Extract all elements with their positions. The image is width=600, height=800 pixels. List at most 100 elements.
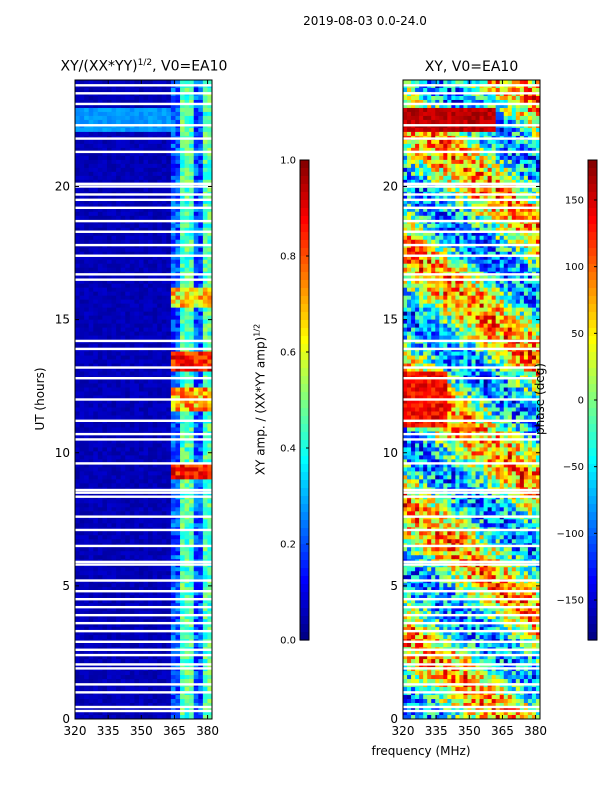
amp-cell — [129, 671, 135, 676]
amp-cell — [207, 295, 213, 301]
phase-cell — [423, 87, 428, 93]
amp-cell — [161, 595, 167, 600]
amp-cell — [175, 267, 181, 273]
amp-cell — [75, 403, 81, 408]
amp-cell — [125, 523, 131, 528]
amp-cell — [184, 131, 190, 137]
amp-cell — [134, 399, 140, 404]
amp-cell — [125, 699, 131, 704]
amp-cell — [175, 279, 181, 285]
amp-cell — [170, 411, 176, 416]
amp-cell — [148, 323, 154, 329]
amp-cell — [207, 607, 213, 612]
amp-cell — [88, 139, 94, 145]
amp-cell — [152, 411, 158, 416]
amp-cell — [88, 159, 94, 165]
amp-cell — [202, 379, 208, 385]
amp-cell — [138, 671, 144, 676]
amp-cell — [198, 423, 204, 428]
amp-cell — [193, 659, 199, 664]
amp-cell — [93, 599, 99, 604]
amp-cell — [161, 435, 167, 440]
amp-cell — [138, 287, 144, 293]
amp-cell — [134, 451, 140, 456]
amp-cell — [79, 547, 85, 552]
amp-cell — [170, 119, 176, 125]
amp-cell — [102, 143, 108, 149]
amp-cell — [125, 259, 131, 265]
amp-cell — [193, 439, 199, 444]
amp-cell — [152, 707, 158, 712]
missing-data-row — [75, 613, 212, 617]
amp-cell — [152, 195, 158, 201]
amp-cell — [75, 203, 81, 209]
amp-cell — [129, 575, 135, 580]
amp-cell — [170, 235, 176, 241]
amp-cell — [120, 599, 126, 604]
amp-cell — [102, 611, 108, 616]
amp-cell — [198, 263, 204, 269]
amp-cell — [106, 283, 113, 289]
amp-cell — [143, 175, 149, 181]
amp-cell — [175, 351, 181, 357]
amp-cell — [134, 355, 140, 361]
amp-cell — [175, 479, 181, 484]
amp-cell — [93, 279, 99, 285]
amp-cell — [111, 415, 117, 420]
amp-cell — [125, 411, 131, 416]
amp-cell — [157, 699, 163, 704]
amp-cell — [75, 715, 81, 720]
amp-cell — [180, 275, 186, 281]
amp-cell — [184, 451, 190, 456]
amp-cell — [166, 615, 172, 620]
amp-cell — [143, 715, 149, 720]
amp-cell — [97, 567, 103, 572]
amp-cell — [88, 80, 94, 85]
amp-cell — [198, 103, 204, 109]
amp-cell — [184, 283, 190, 289]
amp-cell — [138, 95, 144, 101]
amp-cell — [170, 395, 176, 400]
amp-cell — [202, 159, 208, 165]
amp-cell — [84, 575, 90, 580]
amp-cell — [148, 287, 154, 293]
amp-cell — [111, 679, 117, 684]
amp-cell — [198, 211, 204, 217]
amp-cell — [88, 359, 94, 365]
amp-cell — [180, 95, 186, 101]
amp-cell — [106, 687, 113, 692]
amp-cell — [111, 335, 117, 341]
amp-cell — [143, 363, 149, 369]
amp-cell — [143, 275, 149, 281]
amp-cell — [152, 607, 158, 612]
amp-cell — [170, 351, 176, 357]
amp-cell — [75, 711, 81, 716]
amp-cell — [175, 319, 181, 325]
amp-cell — [79, 235, 85, 241]
amp-cell — [202, 519, 208, 524]
amp-cell — [111, 99, 117, 105]
amp-cell — [143, 99, 149, 105]
amp-cell — [102, 171, 108, 177]
amp-cell — [106, 407, 113, 412]
amp-cell — [120, 507, 126, 512]
amp-cell — [166, 631, 172, 636]
amp-cell — [170, 95, 176, 101]
amp-cell — [189, 175, 195, 181]
phase-cell — [439, 87, 444, 93]
amp-cell — [111, 127, 117, 133]
amp-cell — [180, 179, 186, 185]
amp-cell — [84, 451, 90, 456]
amp-cell — [143, 511, 149, 516]
amp-cell — [175, 511, 181, 516]
amp-cell — [111, 435, 117, 440]
amp-cell — [198, 531, 204, 536]
amp-cell — [189, 231, 195, 237]
amp-cell — [84, 627, 90, 632]
amp-cell — [129, 147, 135, 153]
amp-cell — [102, 151, 108, 157]
amp-cell — [134, 435, 140, 440]
amp-cell — [202, 475, 208, 480]
amp-cell — [198, 139, 204, 145]
amp-cell — [129, 699, 135, 704]
